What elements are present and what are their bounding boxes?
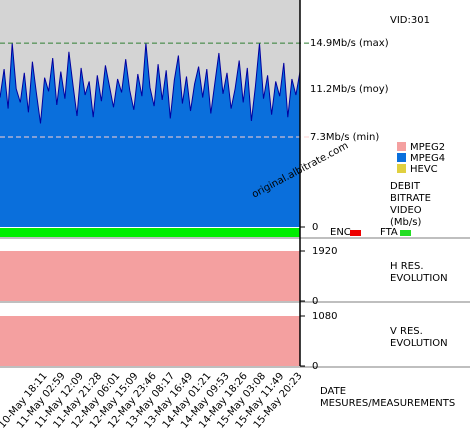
legend-label: HEVC xyxy=(410,164,438,175)
resolution-bar xyxy=(0,316,300,366)
enc-label: ENC xyxy=(330,227,351,238)
fta-label: FTA xyxy=(380,227,398,238)
bitrate-title: DEBIT xyxy=(390,181,421,192)
reference-label: 11.2Mb/s (moy) xyxy=(310,84,389,95)
legend-swatch xyxy=(397,142,406,151)
reference-label: 14.9Mb/s (max) xyxy=(310,38,389,49)
y-tick-label: 0 xyxy=(312,361,318,372)
date-title: MESURES/MEASUREMENTS xyxy=(320,398,455,409)
legend-label: MPEG4 xyxy=(410,153,445,164)
bitrate-title: BITRATE xyxy=(390,193,431,204)
y-tick-label: 0 xyxy=(312,296,318,307)
enc-swatch xyxy=(350,230,361,236)
panel-title: H RES. xyxy=(390,261,424,272)
legend-swatch xyxy=(397,153,406,162)
panel-title: EVOLUTION xyxy=(390,338,448,349)
panel-title: EVOLUTION xyxy=(390,273,448,284)
bitrate-area xyxy=(0,43,300,228)
bitrate-title: VIDEO xyxy=(390,205,422,216)
y-tick-label: 0 xyxy=(312,222,318,233)
encoding-strip xyxy=(0,228,300,237)
vid-label: VID:301 xyxy=(390,15,430,26)
y-tick-label: 1920 xyxy=(312,246,337,257)
reference-label: 7.3Mb/s (min) xyxy=(310,132,379,143)
panel-title: V RES. xyxy=(390,326,423,337)
legend-label: MPEG2 xyxy=(410,142,445,153)
date-title: DATE xyxy=(320,386,346,397)
resolution-bar xyxy=(0,250,300,301)
y-tick-label: 1080 xyxy=(312,311,337,322)
bitrate-title: (Mb/s) xyxy=(390,217,421,228)
fta-swatch xyxy=(400,230,411,236)
legend-swatch xyxy=(397,164,406,173)
bitrate-line xyxy=(0,43,301,124)
